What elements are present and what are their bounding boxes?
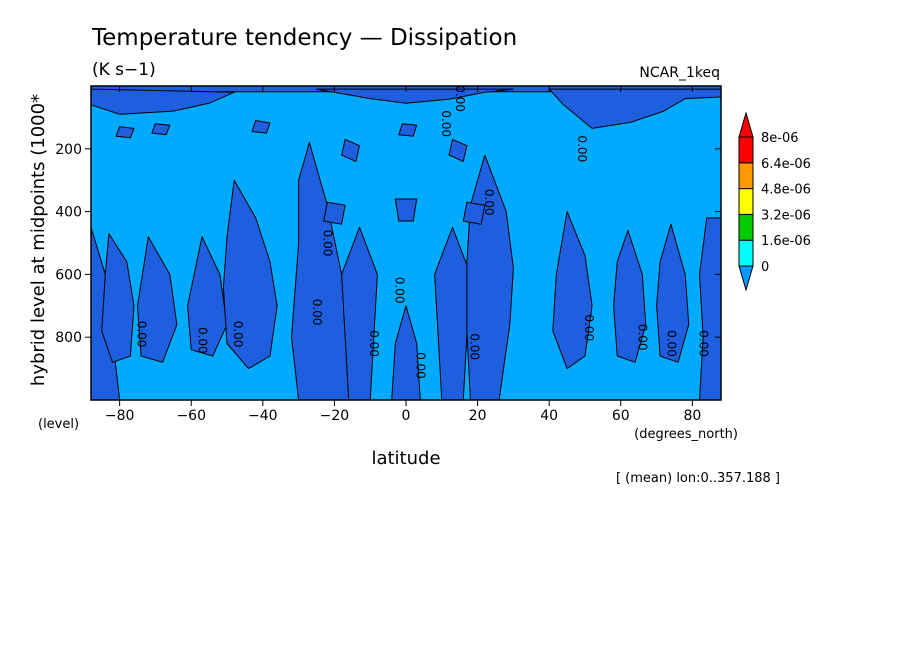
x-tick-label: 0 (402, 408, 411, 424)
colorbar-lower-arrow (738, 265, 754, 292)
contour-label: 0.00 (582, 314, 596, 341)
negative-region-blob-c (462, 201, 486, 225)
colorbar-segment (738, 239, 754, 267)
contour-label: 0.00 (135, 321, 149, 348)
contour-label: 0.00 (636, 324, 650, 351)
negative-region-col-m55 (187, 236, 228, 357)
contour-label: 0.00 (392, 277, 406, 304)
contour-label: 0.00 (231, 321, 245, 348)
negative-region-blob-i (115, 126, 135, 139)
colorbar-label: 6.4e-06 (761, 157, 811, 172)
negative-region-col-p45 (552, 211, 593, 370)
negative-region-blob-b (323, 201, 346, 225)
colorbar-upper-arrow (738, 111, 754, 138)
y-tick-label: 800 (55, 330, 82, 346)
colorbar-label: 4.8e-06 (761, 183, 811, 198)
colorbar-segment (738, 213, 754, 241)
y-units-label: (level) (38, 417, 79, 432)
negative-region-blob-e (448, 138, 468, 162)
contour-label: 0.00 (453, 85, 467, 112)
contour-labels: 0.00 0.00 0.000.000.000.000.000.000.000.00… (135, 85, 711, 379)
dataset-label: NCAR_1keq (639, 65, 720, 81)
negative-region-blob-d (341, 138, 360, 162)
colorbar-label: 8e-06 (761, 131, 799, 146)
y-axis: 200 400 600 800 (55, 142, 721, 346)
colorbar-label: 0 (761, 260, 769, 275)
x-tick-label: −80 (105, 408, 135, 424)
footnote: [ (mean) lon:0..357.188 ] (616, 471, 780, 486)
y-tick-label: 400 (55, 205, 82, 221)
colorbar: 0 1.6e-06 3.2e-06 4.8e-06 6.4e-06 8e-06 (738, 111, 811, 292)
colorbar-segment (738, 162, 754, 190)
colorbar-label: 1.6e-06 (761, 234, 811, 249)
chart-title: Temperature tendency — Dissipation (91, 25, 517, 51)
negative-region-blob-h (251, 120, 271, 134)
x-tick-label: 40 (540, 408, 558, 424)
contour-label: 0.00 (195, 327, 209, 354)
y-tick-label: 600 (55, 267, 82, 283)
x-tick-label: 80 (683, 408, 701, 424)
colorbar-segment (738, 136, 754, 164)
x-tick-label: −40 (248, 408, 278, 424)
y-tick-label: 200 (55, 142, 82, 158)
contour-label: 0.00 (575, 135, 589, 162)
negative-region-col-m46 (222, 179, 278, 370)
colorbar-label: 3.2e-06 (761, 208, 811, 223)
negative-region-col-m71 (137, 236, 178, 363)
y-axis-label: hybrid level at midpoints (1000* (28, 94, 49, 386)
negative-regions (90, 85, 722, 401)
negative-region-col-m82 (101, 233, 135, 363)
units-label: (K s−1) (92, 60, 156, 80)
contour-label: 0.00 (367, 330, 381, 357)
negative-region-col-p62 (613, 229, 647, 363)
x-tick-label: −20 (320, 408, 350, 424)
contour-label: 0.00 (697, 330, 711, 357)
negative-region-blob-f (398, 123, 418, 137)
x-tick-label: −60 (176, 408, 206, 424)
contour-label: 0.00 (482, 189, 496, 216)
x-tick-label: 20 (469, 408, 487, 424)
negative-region-blob-a (394, 198, 418, 222)
x-axis-label: latitude (371, 448, 440, 469)
colorbar-segment (738, 188, 754, 215)
x-axis: −80 −60 −40 −20 0 20 40 60 80 (105, 86, 701, 424)
contour-label: 0.00 (321, 230, 335, 257)
negative-region-top-center (316, 88, 514, 104)
contour-label: 0.00 (439, 110, 453, 137)
negative-region-blob-g (151, 123, 171, 136)
negative-region-right-arm (699, 217, 722, 401)
contour-label: 0.00 (414, 352, 428, 379)
x-tick-label: 60 (612, 408, 630, 424)
contour-label: 0.00 (664, 330, 678, 357)
plot-area: 0.00 0.00 0.000.000.000.000.000.000.000.00… (90, 85, 722, 401)
x-units-label: (degrees_north) (634, 427, 738, 442)
contour-label: 0.00 (467, 333, 481, 360)
negative-region-col-p74 (656, 223, 690, 363)
contour-label: 0.00 (310, 299, 324, 326)
